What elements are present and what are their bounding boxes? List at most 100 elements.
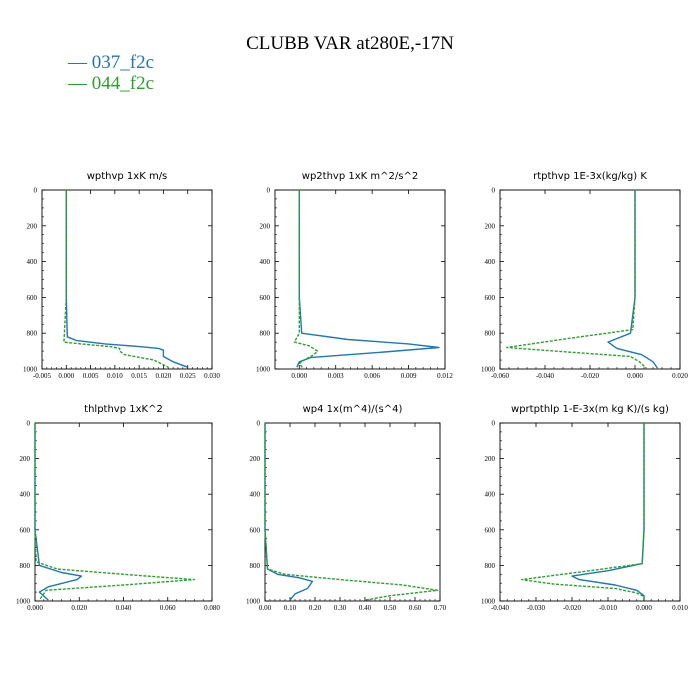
subplot-title: wprtpthlp 1-E-3x(m kg K)/(s kg) — [511, 404, 669, 415]
y-tick-label: 600 — [260, 294, 271, 302]
x-tick-label: -0.010 — [599, 604, 618, 612]
y-tick-label: 800 — [260, 330, 271, 338]
subplot: wp4 1x(m^4)/(s^4) 0.00 0.10 0.20 0.30 0.40 0.5… — [246, 404, 447, 612]
subplot-title: thlpthvp 1xK^2 — [84, 404, 163, 415]
x-tick-label: 0.015 — [131, 372, 147, 380]
subplot-title: wp2thvp 1xK m^2/s^2 — [302, 171, 418, 182]
y-tick-label: 1000 — [23, 366, 38, 374]
x-tick-label: 0.010 — [672, 604, 688, 612]
y-tick-label: 400 — [260, 258, 271, 266]
x-tick-label: 0.000 — [627, 372, 643, 380]
x-tick-label: 0.000 — [291, 372, 307, 380]
y-tick-label: 400 — [485, 258, 496, 266]
series-line — [264, 423, 314, 601]
subplot: wprtpthlp 1-E-3x(m kg K)/(s kg) -0.040 -0.… — [481, 404, 688, 612]
y-tick-label: 0 — [492, 187, 496, 195]
y-tick-label: 800 — [250, 562, 261, 570]
y-tick-label: 0 — [267, 187, 271, 195]
x-tick-label: 0.60 — [409, 604, 422, 612]
y-tick-label: 200 — [485, 222, 496, 230]
x-tick-label: 0.000 — [27, 604, 43, 612]
series-line — [293, 190, 319, 369]
legend-entry: — 044_f2c — [67, 73, 154, 94]
series-line — [65, 190, 188, 368]
y-tick-label: 1000 — [16, 598, 31, 606]
x-tick-label: 0.006 — [364, 372, 380, 380]
y-tick-label: 0 — [257, 420, 261, 428]
x-tick-label: 0.50 — [384, 604, 397, 612]
plot-frame — [264, 422, 441, 602]
y-tick-label: 800 — [20, 562, 31, 570]
plot-frame — [499, 189, 681, 370]
x-tick-label: 0.012 — [437, 372, 453, 380]
y-tick-label: 400 — [485, 491, 496, 499]
series-line — [296, 190, 440, 368]
x-tick-label: 0.005 — [83, 372, 99, 380]
y-tick-label: 1000 — [481, 598, 496, 606]
subplot: rtpthvp 1E-3x(kg/kg) K -0.060 -0.040 -0.020… — [481, 171, 688, 380]
y-tick-label: 200 — [260, 222, 271, 230]
y-tick-label: 800 — [27, 330, 38, 338]
y-tick-label: 800 — [485, 562, 496, 570]
subplot-title: rtpthvp 1E-3x(kg/kg) K — [533, 171, 647, 182]
subplot: wpthvp 1xK m/s -0.005 0.000 0.005 0.010 0.015… — [23, 171, 220, 380]
plot-frame — [499, 422, 681, 602]
series-line — [607, 190, 659, 369]
legend: — 037_f2c— 044_f2c — [67, 52, 154, 94]
x-tick-label: 0.30 — [334, 604, 347, 612]
y-tick-label: 600 — [485, 526, 496, 534]
subplot-title: wp4 1x(m^4)/(s^4) — [303, 404, 403, 415]
series-line — [520, 423, 645, 601]
x-tick-label: 0.030 — [204, 372, 220, 380]
y-tick-label: 200 — [485, 455, 496, 463]
series-line — [264, 423, 439, 601]
panels: wpthvp 1xK m/s-0.005 0.000 0.005 0.010 0.015… — [16, 171, 688, 612]
x-tick-label: 0.020 — [156, 372, 172, 380]
y-tick-label: 0 — [27, 420, 31, 428]
series-line — [34, 423, 196, 601]
x-tick-label: 0.010 — [107, 372, 123, 380]
y-tick-label: 400 — [20, 491, 31, 499]
y-tick-label: 600 — [485, 294, 496, 302]
x-tick-label: 0.060 — [160, 604, 176, 612]
x-tick-label: -0.030 — [527, 604, 546, 612]
x-tick-label: 0.009 — [401, 372, 417, 380]
y-tick-label: 800 — [485, 330, 496, 338]
x-tick-label: 0.70 — [434, 604, 447, 612]
x-tick-label: 0.10 — [284, 604, 297, 612]
y-tick-label: 600 — [20, 526, 31, 534]
x-tick-label: 0.020 — [71, 604, 87, 612]
y-tick-label: 1000 — [256, 366, 271, 374]
x-tick-label: 0.000 — [636, 604, 652, 612]
y-tick-label: 200 — [27, 222, 38, 230]
y-tick-label: 600 — [250, 526, 261, 534]
x-tick-label: 0.003 — [328, 372, 344, 380]
x-tick-label: 0.000 — [58, 372, 74, 380]
y-tick-label: 0 — [34, 187, 38, 195]
series-line — [506, 190, 647, 369]
x-tick-label: -0.040 — [491, 604, 510, 612]
x-tick-label: -0.005 — [33, 372, 52, 380]
series-line — [63, 190, 169, 368]
x-tick-label: -0.040 — [536, 372, 555, 380]
y-tick-label: 1000 — [246, 598, 261, 606]
x-tick-label: 0.20 — [309, 604, 322, 612]
series-line — [571, 423, 645, 601]
x-tick-label: 0.040 — [116, 604, 132, 612]
y-tick-label: 200 — [20, 455, 31, 463]
y-tick-label: 400 — [27, 258, 38, 266]
x-tick-label: 0.40 — [359, 604, 372, 612]
x-tick-label: 0.080 — [204, 604, 220, 612]
x-tick-label: -0.060 — [491, 372, 510, 380]
y-tick-label: 0 — [492, 420, 496, 428]
y-tick-label: 400 — [250, 491, 261, 499]
subplot: wp2thvp 1xK m^2/s^2 0.000 0.003 0.006 0.009 0… — [256, 171, 453, 380]
x-tick-label: 0.025 — [180, 372, 196, 380]
y-tick-label: 1000 — [481, 366, 496, 374]
y-tick-label: 200 — [250, 455, 261, 463]
series-line — [34, 423, 83, 601]
x-tick-label: -0.020 — [563, 604, 582, 612]
y-tick-label: 600 — [27, 294, 38, 302]
plot-frame — [274, 189, 446, 370]
